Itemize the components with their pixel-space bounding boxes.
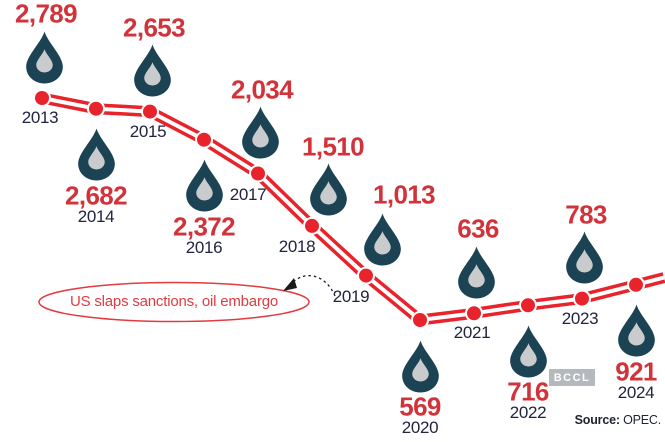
value-label: 636: [457, 213, 499, 244]
annotation-label: US slaps sanctions, oil embargo: [69, 293, 279, 310]
value-label: 783: [565, 199, 607, 230]
oil-drop-icon: [130, 44, 175, 97]
bccl-watermark: BCCL: [549, 369, 595, 386]
year-label: 2018: [278, 236, 316, 256]
value-label: 2,372: [172, 211, 236, 242]
year-label: 2024: [617, 382, 655, 402]
value-label: 569: [399, 391, 441, 422]
value-label: 921: [615, 356, 657, 387]
oil-drop-icon: [506, 325, 551, 378]
year-label: 2021: [453, 323, 491, 343]
year-label: 2020: [401, 418, 439, 437]
value-label: 2,789: [14, 0, 78, 29]
oil-drop-icon: [22, 31, 67, 84]
year-label: 2015: [129, 121, 167, 141]
value-label: 1,013: [372, 179, 436, 210]
value-label: 716: [507, 376, 549, 407]
year-label: 2013: [21, 108, 59, 127]
oil-drop-icon: [398, 340, 443, 393]
value-label: 2,682: [64, 180, 128, 211]
year-label: 2022: [509, 403, 547, 423]
source-value: OPEC.: [623, 413, 661, 427]
year-label: 2017: [229, 184, 267, 204]
oil-drop-icon: [614, 304, 659, 357]
year-label: 2023: [561, 308, 599, 328]
source-credit: Source: OPEC.: [574, 413, 662, 427]
value-label: 2,034: [230, 74, 294, 104]
value-label: 2,653: [122, 12, 186, 43]
year-label: 2019: [332, 286, 370, 306]
year-label: 2016: [185, 237, 223, 257]
value-label: 1,510: [301, 131, 365, 162]
source-label: Source:: [574, 413, 620, 427]
year-label: 2014: [77, 206, 115, 226]
